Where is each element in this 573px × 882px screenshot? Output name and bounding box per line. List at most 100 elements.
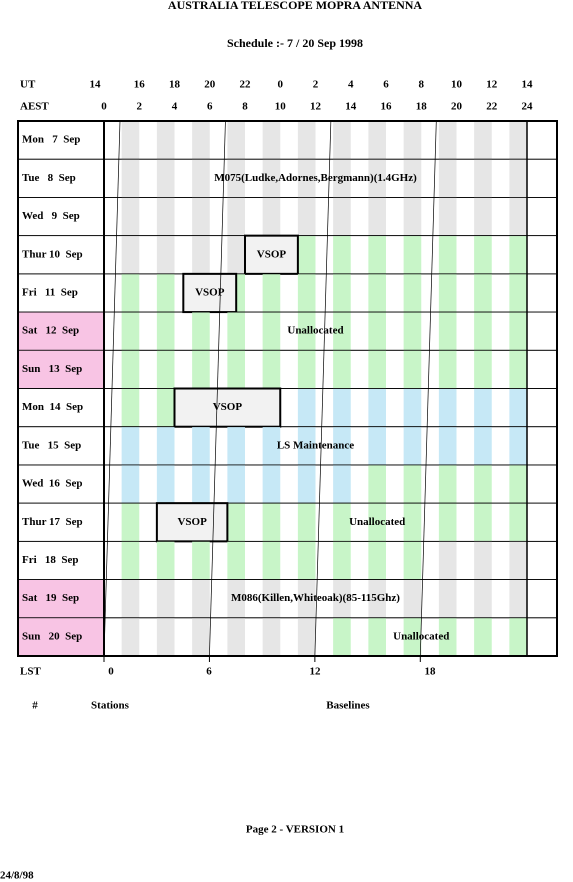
booking-label: VSOP bbox=[195, 286, 225, 298]
hour-stripe bbox=[192, 579, 210, 618]
ut-hour: 10 bbox=[451, 79, 463, 91]
ut-hour: 2 bbox=[313, 79, 319, 91]
lst-line bbox=[209, 120, 226, 657]
hour-stripe bbox=[262, 312, 281, 351]
ut-hour: 14 bbox=[522, 79, 534, 91]
baselines-header: Baselines bbox=[326, 700, 370, 712]
hour-stripe bbox=[227, 159, 245, 198]
hour-stripe bbox=[121, 426, 140, 465]
booking-box bbox=[173, 387, 282, 428]
hour-stripe bbox=[474, 541, 492, 580]
aest-hour: 6 bbox=[207, 101, 213, 113]
booking-label: VSOP bbox=[177, 516, 207, 528]
hour-stripe bbox=[474, 159, 492, 198]
hour-stripe bbox=[297, 426, 316, 465]
hour-stripe bbox=[297, 350, 316, 389]
hour-stripe bbox=[509, 197, 527, 236]
hour-stripe bbox=[297, 312, 316, 351]
hour-stripe bbox=[333, 159, 351, 198]
hour-stripe bbox=[192, 312, 210, 351]
hour-stripe bbox=[227, 541, 245, 580]
aest-hour: 24 bbox=[522, 101, 534, 113]
hour-stripe bbox=[403, 579, 422, 618]
day-label: Tue 15 Sep bbox=[22, 439, 81, 451]
hour-stripe bbox=[297, 388, 316, 427]
hour-stripe bbox=[156, 541, 175, 580]
hour-stripe bbox=[227, 235, 245, 274]
hour-stripe bbox=[368, 617, 386, 656]
hour-stripe bbox=[333, 121, 351, 160]
hour-stripe bbox=[403, 159, 422, 198]
hour-stripe bbox=[121, 617, 140, 656]
hour-stripe bbox=[509, 464, 527, 504]
hour-stripe bbox=[156, 464, 175, 504]
hour-stripe bbox=[227, 464, 245, 504]
hour-stripe bbox=[227, 579, 245, 618]
weekend-cell bbox=[18, 579, 104, 618]
hour-stripe bbox=[438, 350, 457, 389]
booking-label: Unallocated bbox=[287, 325, 343, 337]
hour-stripe bbox=[368, 159, 386, 198]
hour-stripe bbox=[368, 197, 386, 236]
hour-stripe bbox=[438, 388, 457, 427]
grid-frame bbox=[17, 120, 558, 657]
hour-stripe bbox=[368, 464, 386, 504]
hour-stripe bbox=[297, 121, 316, 160]
hour-stripe bbox=[438, 503, 457, 542]
hour-stripe bbox=[156, 388, 175, 427]
hour-stripe bbox=[333, 503, 351, 542]
hour-stripe bbox=[333, 235, 351, 274]
hour-stripe bbox=[403, 541, 422, 580]
hour-stripe bbox=[438, 197, 457, 236]
hour-stripe bbox=[297, 197, 316, 236]
page-footer: Page 2 - VERSION 1 bbox=[246, 824, 344, 836]
lst-hour: 6 bbox=[206, 666, 212, 678]
hour-stripe bbox=[438, 121, 457, 160]
hour-stripe bbox=[509, 617, 527, 656]
ut-hour: 22 bbox=[240, 79, 252, 91]
hour-stripe bbox=[192, 617, 210, 656]
hour-stripe bbox=[474, 388, 492, 427]
weekend-cell bbox=[18, 350, 104, 389]
hour-stripe bbox=[156, 617, 175, 656]
hour-stripe bbox=[438, 159, 457, 198]
hour-stripe bbox=[368, 579, 386, 618]
ut-hour: 20 bbox=[204, 79, 216, 91]
hour-stripe bbox=[368, 235, 386, 274]
day-label: Sat 19 Sep bbox=[22, 592, 79, 604]
hour-stripe bbox=[403, 426, 422, 465]
number-header: # bbox=[32, 700, 38, 712]
hour-stripe bbox=[121, 541, 140, 580]
hour-stripe bbox=[474, 617, 492, 656]
hour-stripe bbox=[156, 273, 175, 313]
ut-hour: 18 bbox=[169, 79, 181, 91]
hour-stripe bbox=[509, 350, 527, 389]
weekend-cell bbox=[18, 312, 104, 351]
hour-stripe bbox=[474, 464, 492, 504]
hour-stripe bbox=[156, 350, 175, 389]
hour-stripe bbox=[121, 579, 140, 618]
hour-stripe bbox=[333, 197, 351, 236]
hour-stripe bbox=[121, 121, 140, 160]
hour-stripe bbox=[262, 426, 281, 465]
hour-stripe bbox=[403, 273, 422, 313]
ut-hour: 8 bbox=[419, 79, 425, 91]
aest-hour: 16 bbox=[381, 101, 393, 113]
booking-label: VSOP bbox=[257, 248, 287, 260]
hour-stripe bbox=[438, 426, 457, 465]
day-label: Mon 7 Sep bbox=[22, 134, 80, 146]
hour-stripe bbox=[438, 235, 457, 274]
hour-stripe bbox=[121, 350, 140, 389]
hour-stripe bbox=[509, 503, 527, 542]
hour-stripe bbox=[227, 617, 245, 656]
aest-hour: 4 bbox=[172, 101, 178, 113]
lst-hour: 0 bbox=[108, 666, 114, 678]
hour-stripe bbox=[227, 312, 245, 351]
hour-stripe bbox=[156, 579, 175, 618]
hour-stripe bbox=[509, 426, 527, 465]
ut-hour: 14 bbox=[90, 79, 102, 91]
hour-stripe bbox=[474, 121, 492, 160]
hour-stripe bbox=[262, 159, 281, 198]
aest-hour: 18 bbox=[416, 101, 428, 113]
hour-stripe bbox=[333, 541, 351, 580]
